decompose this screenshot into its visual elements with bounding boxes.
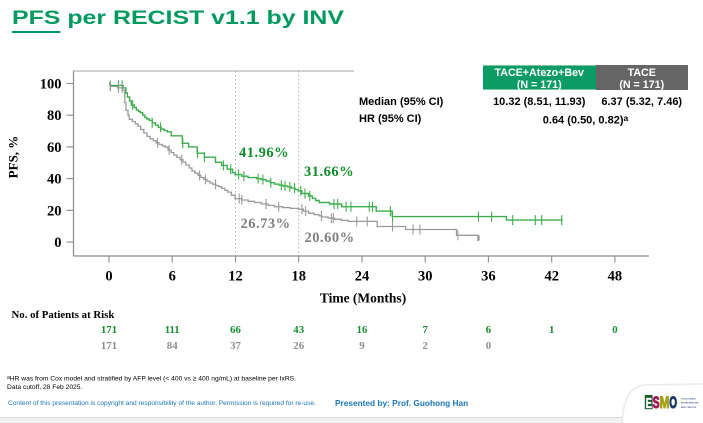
svg-text:0: 0 <box>612 324 617 336</box>
svg-text:66: 66 <box>230 324 241 336</box>
svg-text:6: 6 <box>486 324 492 336</box>
svg-text:40: 40 <box>47 172 62 188</box>
svg-text:42: 42 <box>544 269 559 285</box>
svg-text:84: 84 <box>167 340 178 352</box>
svg-text:24: 24 <box>355 269 370 285</box>
svg-text:E: E <box>646 395 652 412</box>
svg-text:0: 0 <box>105 269 112 285</box>
svg-text:37: 37 <box>230 340 241 352</box>
svg-text:171: 171 <box>101 340 117 352</box>
svg-text:GOOD SCIENCE: GOOD SCIENCE <box>681 399 696 401</box>
svg-text:Time (Months): Time (Months) <box>320 291 406 306</box>
svg-text:171: 171 <box>101 324 117 336</box>
svg-text:S: S <box>653 394 660 412</box>
svg-text:No. of Patients at Risk: No. of Patients at Risk <box>12 309 115 321</box>
svg-text:BEST PRACTICE: BEST PRACTICE <box>681 406 697 409</box>
svg-text:30: 30 <box>418 269 433 285</box>
svg-text:1: 1 <box>549 324 554 336</box>
svg-text:111: 111 <box>165 324 180 336</box>
svg-text:20: 20 <box>47 203 62 219</box>
svg-text:M: M <box>660 393 670 411</box>
svg-text:26.73%: 26.73% <box>240 216 290 232</box>
svg-text:80: 80 <box>47 108 62 124</box>
svg-text:60: 60 <box>47 140 62 156</box>
svg-text:PFS, %: PFS, % <box>6 136 21 179</box>
svg-text:18: 18 <box>291 269 306 285</box>
svg-text:26: 26 <box>293 340 304 352</box>
svg-text:31.66%: 31.66% <box>304 164 354 180</box>
svg-text:41.96%: 41.96% <box>239 145 289 161</box>
svg-text:9: 9 <box>359 340 365 352</box>
svg-text:BETTER MEDICINE: BETTER MEDICINE <box>681 403 699 405</box>
svg-text:48: 48 <box>608 269 623 285</box>
svg-text:20.60%: 20.60% <box>304 230 354 246</box>
svg-text:0: 0 <box>54 235 61 251</box>
svg-text:43: 43 <box>293 324 304 336</box>
svg-text:16: 16 <box>357 324 368 336</box>
svg-text:6: 6 <box>169 269 176 285</box>
svg-text:2: 2 <box>422 340 427 352</box>
svg-text:100: 100 <box>40 77 62 93</box>
svg-text:0: 0 <box>486 340 491 352</box>
svg-text:7: 7 <box>422 324 428 336</box>
svg-text:12: 12 <box>228 269 243 285</box>
svg-text:36: 36 <box>481 269 496 285</box>
svg-text:O: O <box>669 393 677 411</box>
